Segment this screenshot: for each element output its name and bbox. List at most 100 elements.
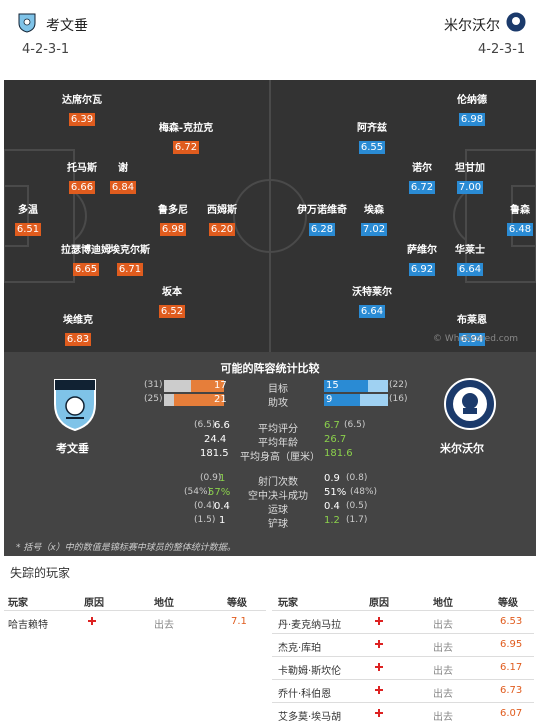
player-name: 伊万诺维奇 bbox=[297, 205, 347, 216]
away-player[interactable]: 伊万诺维奇 6.28 bbox=[282, 204, 362, 236]
away-value: 1.2 bbox=[324, 515, 340, 526]
away-player[interactable]: 诺尔 6.72 bbox=[382, 162, 462, 194]
player-name: 托马斯 bbox=[67, 163, 97, 174]
away-total: (0.8) bbox=[346, 473, 368, 483]
home-player[interactable]: 达席尔瓦 6.39 bbox=[42, 94, 122, 126]
header-player: 玩家 bbox=[278, 598, 298, 609]
home-player[interactable]: 多温 6.51 bbox=[4, 204, 68, 236]
away-player[interactable]: 坦甘加 7.00 bbox=[430, 162, 510, 194]
injury-icon bbox=[375, 709, 383, 717]
away-player[interactable]: 伦纳德 6.98 bbox=[432, 94, 512, 126]
header-player: 玩家 bbox=[8, 598, 28, 609]
stat-label: 运球 bbox=[268, 505, 288, 516]
rating-text: 7.1 bbox=[231, 616, 247, 627]
away-total: (16) bbox=[389, 394, 408, 404]
injury-icon bbox=[88, 617, 96, 625]
home-value: 181.5 bbox=[200, 448, 229, 459]
stat-label: 空中决斗成功 bbox=[248, 491, 308, 502]
player-rating: 6.84 bbox=[109, 181, 137, 194]
away-total: (0.5) bbox=[346, 501, 368, 511]
player-rating: 6.51 bbox=[14, 223, 42, 236]
player-rating: 6.72 bbox=[172, 141, 200, 154]
player-link[interactable]: 卡勒姆·斯坎伦 bbox=[278, 666, 342, 677]
home-formation: 4-2-3-1 bbox=[22, 42, 70, 57]
header-reason: 原因 bbox=[84, 598, 104, 609]
home-player[interactable]: 坂本 6.52 bbox=[132, 286, 212, 318]
player-link[interactable]: 杰克·库珀 bbox=[278, 643, 322, 654]
player-name: 鲁森 bbox=[510, 205, 530, 216]
home-total: (0.4) bbox=[194, 501, 216, 511]
coventry-crest-icon bbox=[54, 379, 96, 432]
away-bar-fill bbox=[324, 380, 368, 392]
home-player[interactable]: 埃克尔斯 6.71 bbox=[90, 244, 170, 276]
home-player[interactable]: 鲁多尼 6.98 bbox=[133, 204, 213, 236]
player-name: 坂本 bbox=[162, 287, 182, 298]
home-player[interactable]: 埃维克 6.83 bbox=[38, 314, 118, 346]
stat-label: 目标 bbox=[268, 384, 288, 395]
player-name: 谢 bbox=[118, 163, 128, 174]
header-rating: 等级 bbox=[227, 598, 247, 609]
away-player[interactable]: 萨维尔 6.92 bbox=[382, 244, 462, 276]
home-value: 1 bbox=[219, 473, 226, 484]
player-rating: 7.02 bbox=[360, 223, 388, 236]
millwall-crest-icon bbox=[444, 378, 496, 430]
away-player[interactable]: 鲁森 6.48 bbox=[480, 204, 536, 236]
status-text: 出去 bbox=[433, 666, 453, 677]
player-name: 达席尔瓦 bbox=[62, 95, 102, 106]
away-player[interactable]: 沃特莱尔 6.64 bbox=[332, 286, 412, 318]
match-header: 考文垂 4-2-3-1 米尔沃尔 4-2-3-1 bbox=[0, 0, 538, 80]
away-value: 6.7 bbox=[324, 420, 340, 431]
home-player[interactable]: 梅森-克拉克 6.72 bbox=[146, 122, 226, 154]
player-rating: 6.39 bbox=[68, 113, 96, 126]
home-player[interactable]: 托马斯 6.66 bbox=[42, 162, 122, 194]
status-text: 出去 bbox=[433, 689, 453, 700]
away-total: (6.5) bbox=[344, 420, 366, 430]
injury-icon bbox=[375, 663, 383, 671]
away-player[interactable]: 埃森 7.02 bbox=[334, 204, 414, 236]
injury-icon bbox=[375, 640, 383, 648]
home-bar-fill bbox=[191, 380, 224, 392]
player-name: 埃维克 bbox=[63, 315, 93, 326]
player-name: 西姆斯 bbox=[207, 205, 237, 216]
home-total: (0.9) bbox=[200, 473, 222, 483]
player-name: 鲁多尼 bbox=[158, 205, 188, 216]
home-player[interactable]: 拉瑟博迪姆 6.65 bbox=[46, 244, 126, 276]
player-rating: 6.71 bbox=[116, 263, 144, 276]
player-rating: 6.28 bbox=[308, 223, 336, 236]
player-name: 沃特莱尔 bbox=[352, 287, 392, 298]
divider bbox=[272, 610, 534, 611]
away-value: 0.4 bbox=[324, 501, 340, 512]
divider bbox=[272, 679, 534, 680]
away-team-name[interactable]: 米尔沃尔 bbox=[444, 18, 500, 34]
player-rating: 6.92 bbox=[408, 263, 436, 276]
home-total: (54%) bbox=[184, 487, 212, 497]
home-player[interactable]: 西姆斯 6.20 bbox=[182, 204, 262, 236]
player-rating: 7.00 bbox=[456, 181, 484, 194]
player-rating: 6.72 bbox=[408, 181, 436, 194]
lineup-pitch: 达席尔瓦 6.39 梅森-克拉克 6.72 托马斯 6.66 谢 6.84 多温 6.51… bbox=[4, 80, 536, 352]
away-player[interactable]: 华莱士 6.64 bbox=[430, 244, 510, 276]
player-link[interactable]: 哈吉赖特 bbox=[8, 620, 48, 631]
player-link[interactable]: 艾多莫·埃马胡 bbox=[278, 712, 342, 723]
stat-label: 射门次数 bbox=[258, 477, 298, 488]
home-value: 17 bbox=[214, 380, 227, 391]
home-team-name[interactable]: 考文垂 bbox=[46, 18, 88, 34]
player-name: 华莱士 bbox=[455, 245, 485, 256]
home-player[interactable]: 谢 6.84 bbox=[83, 162, 163, 194]
stat-label: 铲球 bbox=[268, 519, 288, 530]
status-text: 出去 bbox=[433, 620, 453, 631]
header-rating: 等级 bbox=[498, 598, 518, 609]
player-name: 多温 bbox=[18, 205, 38, 216]
home-value: 0.4 bbox=[214, 501, 230, 512]
away-value: 9 bbox=[326, 394, 333, 405]
rating-text: 6.73 bbox=[500, 685, 523, 696]
player-link[interactable]: 乔什·科伯恩 bbox=[278, 689, 332, 700]
player-rating: 6.64 bbox=[358, 305, 386, 318]
injury-icon bbox=[375, 686, 383, 694]
stat-label: 助攻 bbox=[268, 398, 288, 409]
away-player[interactable]: 布莱恩 6.94 bbox=[432, 314, 512, 346]
away-player[interactable]: 阿齐兹 6.55 bbox=[332, 122, 412, 154]
player-rating: 6.94 bbox=[458, 333, 486, 346]
away-total: (22) bbox=[389, 380, 408, 390]
player-link[interactable]: 丹·麦克纳马拉 bbox=[278, 620, 342, 631]
